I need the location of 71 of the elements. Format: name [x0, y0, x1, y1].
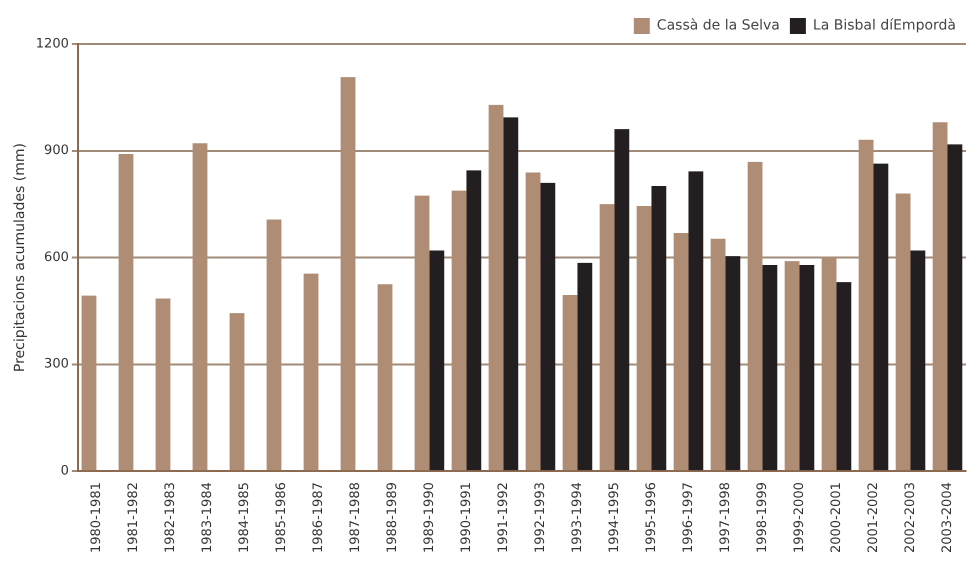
- x-tick-label: 1995-1996: [644, 482, 659, 553]
- x-tick-label: 1984-1985: [236, 482, 252, 553]
- bar: [266, 219, 282, 470]
- legend-label: Cassà de la Selva: [656, 18, 780, 34]
- x-tick-label: 2001-2002: [866, 482, 881, 553]
- y-tick-label: 0: [60, 464, 69, 479]
- bar: [156, 298, 170, 470]
- bar: [932, 122, 948, 470]
- bar: [118, 154, 134, 470]
- bar: [340, 77, 356, 470]
- bar: [466, 170, 482, 470]
- x-tick-label: 1992-1993: [532, 482, 548, 553]
- bar: [799, 265, 814, 470]
- x-tick-label: 1991-1992: [496, 482, 511, 553]
- x-tick-label: 1994-1995: [606, 482, 622, 553]
- x-tick-label: 1982-1983: [162, 482, 178, 553]
- x-tick-label: 1997-1998: [718, 482, 733, 553]
- bar: [948, 144, 962, 470]
- y-tick-label: 600: [44, 250, 69, 265]
- x-tick-label: 2003-2004: [940, 482, 955, 553]
- bar: [414, 196, 430, 470]
- x-tick-label: 1988-1989: [384, 482, 400, 553]
- x-tick-label: 1983-1984: [200, 482, 215, 553]
- bar: [674, 233, 688, 470]
- y-axis-title: Precipitacions acumulades (mm): [12, 143, 28, 372]
- bar: [688, 171, 704, 470]
- bar: [651, 186, 666, 470]
- bar: [784, 261, 800, 470]
- x-tick-label: 1996-1997: [680, 482, 696, 553]
- legend-label: La Bisbal díEmpordà: [812, 18, 956, 34]
- bar: [562, 294, 578, 470]
- bar: [82, 296, 96, 470]
- bar: [762, 265, 778, 470]
- bar: [540, 182, 556, 470]
- x-tick-label: 1985-1986: [274, 482, 289, 553]
- bar: [896, 194, 910, 470]
- bar: [600, 204, 614, 470]
- bar: [488, 104, 504, 470]
- bar: [910, 250, 926, 470]
- y-tick-label: 1200: [36, 36, 69, 52]
- x-tick-label: 1999-2000: [792, 482, 807, 553]
- bar: [378, 284, 392, 470]
- y-tick-label: 300: [44, 356, 69, 372]
- x-tick-label: 1998-1999: [754, 482, 770, 553]
- x-tick-label: 1989-1990: [422, 482, 437, 553]
- bar: [429, 250, 444, 470]
- bar: [452, 190, 466, 470]
- x-tick-label: 2000-2001: [828, 482, 844, 553]
- x-tick-label: 2002-2003: [902, 482, 918, 553]
- bar: [577, 262, 592, 470]
- bar: [614, 129, 630, 470]
- bar: [748, 162, 762, 470]
- y-tick-label: 900: [44, 143, 69, 158]
- bar: [192, 143, 208, 470]
- bar: [526, 172, 540, 470]
- x-tick-label: 1980-1981: [88, 482, 104, 553]
- bar: [822, 257, 836, 470]
- bar: [873, 164, 888, 470]
- bar: [836, 282, 852, 470]
- x-tick-label: 1987-1988: [348, 482, 363, 553]
- bar: [858, 140, 874, 470]
- bar: [710, 238, 726, 470]
- bar: [230, 313, 244, 470]
- x-tick-label: 1981-1982: [126, 482, 141, 553]
- bar: [636, 206, 652, 470]
- bar: [503, 117, 518, 470]
- bar: [304, 274, 318, 470]
- x-tick-label: 1993-1994: [570, 482, 585, 553]
- x-tick-label: 1990-1991: [458, 482, 474, 553]
- bar: [725, 256, 740, 470]
- x-tick-label: 1986-1987: [310, 482, 326, 553]
